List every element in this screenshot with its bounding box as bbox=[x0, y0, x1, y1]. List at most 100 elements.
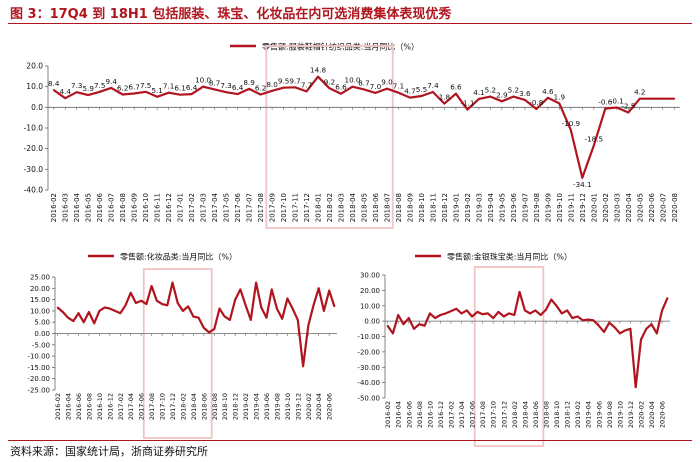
data-point bbox=[534, 309, 537, 312]
data-point bbox=[307, 324, 310, 327]
data-point bbox=[171, 281, 174, 284]
x-tick-label: 2017-12 bbox=[169, 393, 177, 420]
data-point bbox=[634, 386, 637, 389]
x-tick-label: 2020-02 bbox=[602, 193, 610, 222]
data-point bbox=[276, 307, 278, 310]
data-point bbox=[187, 305, 190, 308]
data-label: 9.0 bbox=[381, 78, 393, 87]
data-label: 8.0 bbox=[266, 80, 278, 89]
x-tick-label: 2019-12 bbox=[579, 193, 587, 222]
y-tick-label: 15.00 bbox=[30, 296, 50, 304]
data-point bbox=[546, 96, 549, 99]
data-point bbox=[260, 306, 263, 309]
x-tick-label: 2017-10 bbox=[490, 401, 498, 428]
data-point bbox=[140, 299, 143, 302]
y-tick-label: 25.00 bbox=[30, 274, 50, 282]
data-label: 4.2 bbox=[634, 88, 645, 97]
x-tick-label: 2019-10 bbox=[284, 393, 292, 420]
x-tick-label: 2018-12 bbox=[564, 401, 572, 428]
data-point bbox=[439, 314, 442, 316]
data-point bbox=[197, 316, 200, 319]
data-label: 7.4 bbox=[427, 81, 439, 90]
data-point bbox=[402, 323, 405, 326]
x-tick-label: 2018-08 bbox=[211, 393, 219, 420]
data-point bbox=[500, 100, 503, 103]
data-label: -0.8 bbox=[529, 98, 543, 107]
x-tick-label: 2017-04 bbox=[211, 192, 219, 222]
x-tick-label: 2018-10 bbox=[221, 393, 229, 420]
data-point bbox=[144, 90, 147, 93]
data-point bbox=[624, 329, 627, 332]
x-tick-label: 2016-02 bbox=[54, 393, 62, 420]
x-tick-label: 2016-11 bbox=[154, 193, 162, 222]
x-tick-label: 2019-10 bbox=[616, 401, 624, 428]
data-point bbox=[513, 314, 516, 316]
data-point bbox=[248, 88, 250, 90]
x-tick-label: 2019-12 bbox=[294, 393, 302, 420]
x-tick-label: 2018-02 bbox=[326, 193, 334, 222]
data-point bbox=[566, 309, 568, 312]
x-tick-label: 2020-03 bbox=[613, 193, 621, 222]
x-tick-label: 2017-10 bbox=[280, 193, 288, 222]
x-tick-label: 2016-12 bbox=[106, 393, 114, 420]
data-label: 6.6 bbox=[335, 83, 347, 92]
data-point bbox=[249, 319, 252, 321]
x-tick-label: 2016-02 bbox=[384, 401, 392, 428]
data-point bbox=[615, 106, 618, 109]
data-point bbox=[150, 285, 153, 287]
x-tick-label: 2020-06 bbox=[326, 393, 334, 420]
data-point bbox=[244, 304, 247, 307]
data-label: 8.9 bbox=[243, 78, 255, 87]
data-point bbox=[75, 91, 78, 94]
data-label: -2.5 bbox=[621, 102, 635, 111]
data-point bbox=[135, 302, 137, 304]
data-point bbox=[255, 281, 257, 284]
figure-title: 图 3：17Q4 到 18H1 包括服装、珠宝、化妆品在内可选消费集体表现优秀 bbox=[10, 7, 452, 22]
data-point bbox=[571, 317, 574, 319]
x-tick-label: 2018-01 bbox=[315, 193, 323, 222]
data-point bbox=[179, 93, 182, 96]
data-point bbox=[282, 86, 285, 89]
x-tick-label: 2018-07 bbox=[383, 193, 391, 222]
x-tick-label: 2018-10 bbox=[418, 193, 426, 222]
data-point bbox=[363, 88, 365, 91]
data-point bbox=[161, 303, 163, 306]
data-point bbox=[455, 307, 458, 310]
data-point bbox=[114, 310, 116, 312]
y-tick-label: -25.00 bbox=[27, 387, 50, 395]
data-label: -0.6 bbox=[598, 98, 612, 107]
x-tick-label: 2018-10 bbox=[553, 401, 561, 428]
x-tick-label: 2016-08 bbox=[85, 393, 93, 420]
y-tick-label: 10.00 bbox=[360, 302, 380, 310]
x-tick-label: 2018-08 bbox=[395, 193, 403, 222]
data-label: 4.7 bbox=[404, 87, 415, 96]
data-point bbox=[487, 312, 489, 315]
highlight-box bbox=[265, 45, 394, 229]
x-tick-label: 2019-05 bbox=[498, 193, 506, 222]
x-tick-label: 2018-08 bbox=[542, 401, 550, 428]
data-point bbox=[666, 297, 669, 299]
data-point bbox=[582, 319, 584, 322]
data-label: 6.2 bbox=[255, 84, 266, 93]
data-label: 7.7 bbox=[301, 80, 312, 89]
data-point bbox=[281, 317, 284, 320]
data-label: 6.4 bbox=[186, 83, 198, 92]
y-tick-label: 20.00 bbox=[30, 285, 50, 293]
x-tick-label: 2019-06 bbox=[595, 401, 603, 428]
data-point bbox=[225, 91, 228, 94]
source-note: 资料来源：国家统计局，浙商证券研究所 bbox=[10, 445, 208, 458]
data-point bbox=[502, 315, 505, 318]
data-label: -10.9 bbox=[562, 119, 581, 128]
data-point bbox=[618, 332, 621, 335]
x-tick-label: 2020-06 bbox=[659, 401, 667, 428]
data-label: 7.3 bbox=[220, 81, 231, 90]
x-tick-label: 2016-07 bbox=[108, 193, 116, 222]
data-point bbox=[392, 332, 394, 335]
data-point bbox=[182, 310, 184, 312]
data-label: 4.4 bbox=[60, 87, 72, 96]
data-point bbox=[465, 309, 468, 312]
data-point bbox=[529, 312, 532, 315]
data-label: 7.1 bbox=[163, 82, 174, 91]
